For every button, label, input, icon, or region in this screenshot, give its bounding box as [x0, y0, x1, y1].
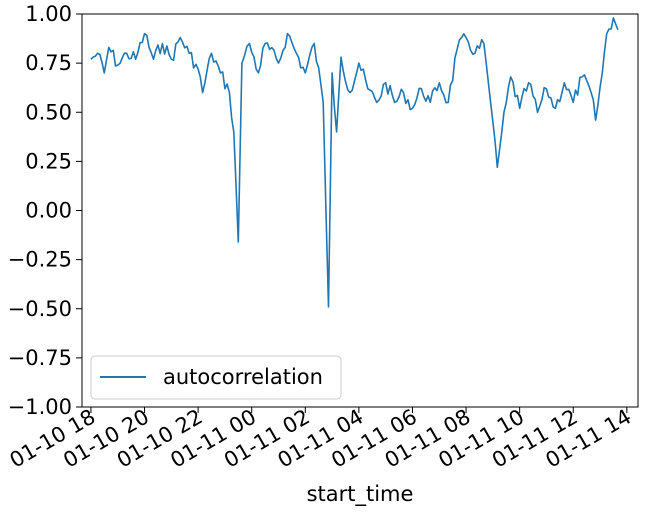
y-tick-label: −0.50	[8, 297, 72, 321]
x-axis-title: start_time	[307, 482, 414, 507]
legend-label: autocorrelation	[163, 365, 323, 389]
y-tick-label: 0.25	[25, 149, 72, 173]
y-tick-label: 0.00	[25, 199, 72, 223]
legend-box	[90, 355, 342, 400]
y-tick-label: −0.75	[8, 346, 72, 370]
plot-area	[82, 14, 638, 407]
y-tick-label: 1.00	[25, 2, 72, 26]
y-axis: 1.00 0.75 0.50 0.25 0.00 −0.25 −0.50 −0.75 −1.00	[8, 2, 82, 419]
series-line-autocorrelation	[90, 17, 619, 308]
y-tick-label: −1.00	[8, 395, 72, 419]
y-tick-label: 0.50	[25, 100, 72, 124]
plot-frame	[81, 13, 639, 408]
legend: autocorrelation	[90, 355, 342, 400]
series-layer	[90, 17, 619, 308]
y-tick-label: −0.25	[8, 248, 72, 272]
y-tick-label: 0.75	[25, 51, 72, 75]
